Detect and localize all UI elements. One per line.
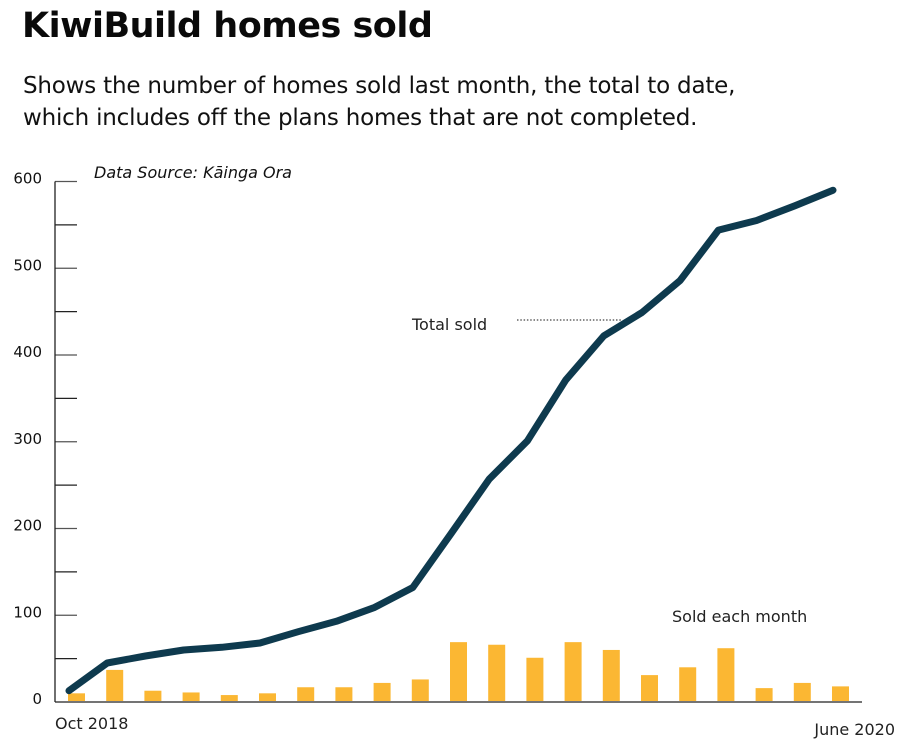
bar-sep-2019 xyxy=(488,644,506,701)
y-tick-label: 500 xyxy=(13,256,42,274)
bar-feb-2019 xyxy=(220,695,238,701)
y-tick-label: 100 xyxy=(13,603,42,621)
y-tick-label: 400 xyxy=(13,343,42,361)
y-tick-label: 0 xyxy=(32,690,42,708)
bar-mar-2020 xyxy=(717,648,735,701)
bar-nov-2019 xyxy=(564,642,582,701)
subtitle-line-1: Shows the number of homes sold last mont… xyxy=(23,73,736,99)
bar-dec-2018 xyxy=(144,690,162,701)
bar-nov-2018 xyxy=(106,669,124,701)
bar-may-2020 xyxy=(793,682,811,701)
subtitle-line-2: which includes off the plans homes that … xyxy=(23,105,698,131)
bar-jan-2019 xyxy=(182,692,200,701)
y-tick-label: 200 xyxy=(13,517,42,535)
data-source-label: Data Source: Kāinga Ora xyxy=(94,163,292,182)
bars-sold-each-month xyxy=(68,642,849,701)
chart-subtitle: Shows the number of homes sold last mont… xyxy=(23,70,735,134)
bar-jan-2020 xyxy=(641,675,658,701)
bar-apr-2020 xyxy=(755,688,773,701)
bar-apr-2019 xyxy=(297,687,315,701)
y-tick-label: 600 xyxy=(13,170,42,188)
bar-june-2020 xyxy=(832,686,849,701)
line-total-sold xyxy=(65,186,837,695)
bar-mar-2019 xyxy=(259,693,276,701)
x-axis-end-label: June 2020 xyxy=(813,720,895,739)
y-tick-label: 300 xyxy=(13,430,42,448)
y-axis-ticks: 0 100 200 300 400 500 600 xyxy=(13,170,77,708)
bar-feb-2020 xyxy=(679,667,697,701)
legend-total-sold: Total sold xyxy=(411,315,487,334)
bar-dec-2019 xyxy=(602,649,620,701)
bar-jun-2019 xyxy=(373,682,391,701)
chart-title: KiwiBuild homes sold xyxy=(22,6,433,46)
legend-sold-each-month: Sold each month xyxy=(672,607,807,626)
x-axis-start-label: Oct 2018 xyxy=(55,714,128,733)
bar-oct-2018 xyxy=(68,693,85,701)
bar-aug-2019 xyxy=(450,642,467,701)
bar-jul-2019 xyxy=(411,679,429,701)
bar-may-2019 xyxy=(335,687,353,701)
bar-oct-2019 xyxy=(526,657,544,701)
